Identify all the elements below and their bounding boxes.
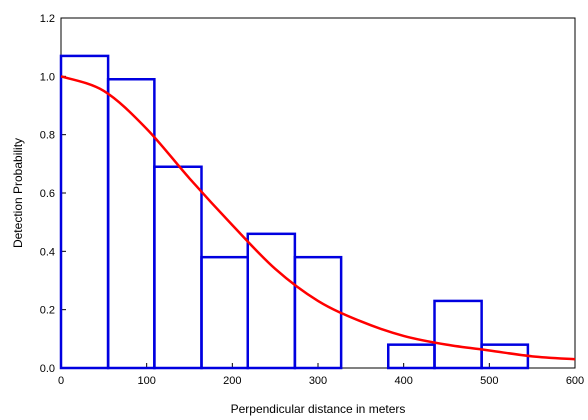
- y-tick-label: 0.2: [40, 305, 55, 317]
- x-tick-label: 300: [309, 375, 327, 387]
- y-tick-label: 0.8: [40, 130, 55, 142]
- histogram-bar: [59, 54, 110, 370]
- histogram-bar: [480, 343, 530, 370]
- histogram-bar: [153, 165, 203, 370]
- x-axis-label: Perpendicular distance in meters: [231, 402, 406, 416]
- histogram-bars: [59, 54, 530, 370]
- histogram-bar: [106, 78, 156, 370]
- histogram-bar: [433, 299, 483, 370]
- x-tick-label: 100: [137, 375, 155, 387]
- histogram-bar: [293, 255, 343, 370]
- x-tick-label: 500: [480, 375, 498, 387]
- y-axis-label: Detection Probability: [11, 138, 25, 248]
- x-tick-label: 200: [223, 375, 241, 387]
- y-tick-label: 1.0: [40, 71, 55, 83]
- y-tick-label: 0.6: [40, 188, 55, 200]
- y-tick-label: 0.4: [40, 246, 55, 258]
- detection-function-curve: [60, 75, 576, 361]
- x-tick-label: 0: [58, 375, 64, 387]
- x-tick-label: 400: [394, 375, 412, 387]
- y-tick-label: 0.0: [40, 363, 55, 375]
- histogram-bar: [246, 232, 297, 370]
- x-axis-ticks: 0 100 200 300 400 500 600: [58, 363, 584, 387]
- histogram-bar: [200, 255, 250, 370]
- histogram-bar: [386, 343, 436, 370]
- x-tick-label: 600: [566, 375, 584, 387]
- y-tick-label: 1.2: [40, 13, 55, 25]
- plot-frame: [60, 17, 576, 369]
